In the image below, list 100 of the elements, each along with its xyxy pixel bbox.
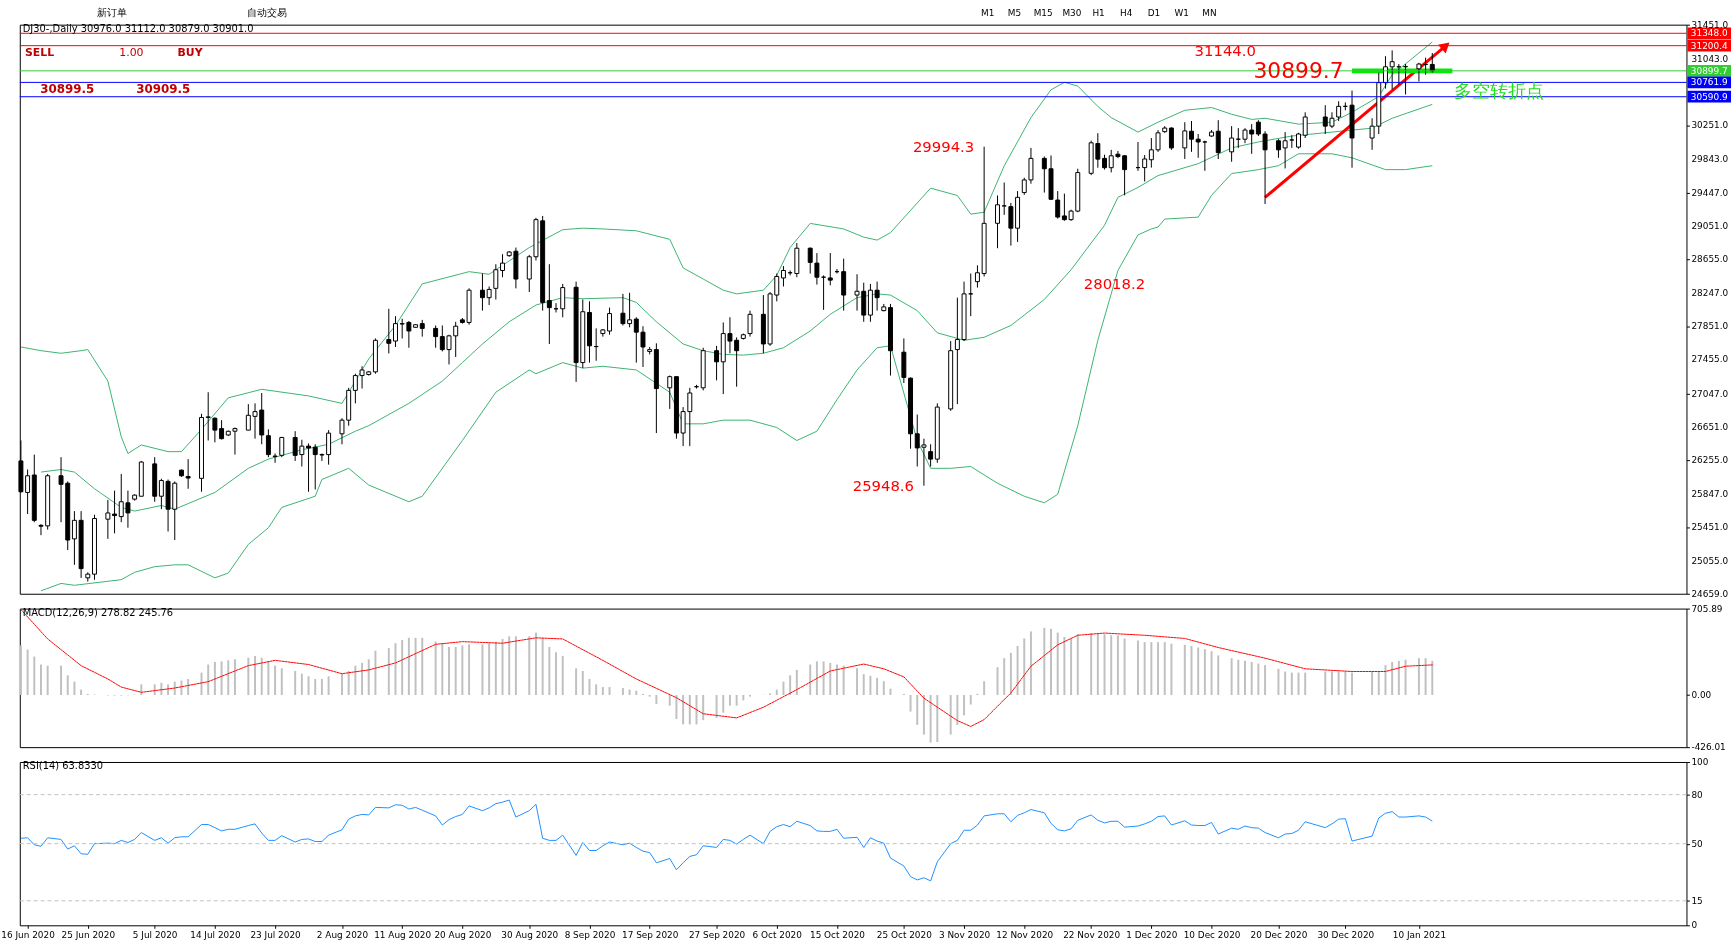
y-tick-label: 50	[1691, 838, 1704, 849]
candlestick	[1189, 120, 1194, 153]
candlestick	[780, 265, 786, 287]
candlestick	[714, 345, 720, 381]
y-tick-label: 28247.0	[1691, 288, 1729, 299]
annotation: 25948.6	[852, 476, 915, 494]
ref-line-label: 31200.4	[1690, 40, 1728, 51]
text: M15	[1033, 7, 1053, 18]
y-tick-label: 24659.0	[1691, 588, 1729, 599]
y-tick-label: 27455.0	[1691, 354, 1729, 365]
candlestick	[1282, 131, 1288, 169]
text: H1	[1092, 7, 1105, 18]
candlestick	[105, 499, 111, 540]
line-series	[20, 609, 1433, 727]
y-tick-label: 0	[1691, 920, 1698, 931]
candlestick	[747, 310, 753, 338]
text: H4	[1120, 7, 1133, 18]
candlestick	[500, 253, 505, 278]
x-tick-label: 2 Aug 2020	[316, 929, 369, 940]
candlestick	[995, 195, 1000, 249]
candlestick	[607, 307, 613, 336]
y-tick-label: -426.01	[1691, 742, 1726, 753]
y-tick-label: 15	[1691, 895, 1703, 906]
candlestick	[1336, 100, 1342, 122]
annotation: 30899.5	[40, 82, 95, 97]
candlestick	[1142, 154, 1148, 183]
x-tick-label: 16 Jun 2020	[1, 929, 56, 940]
y-tick-label: 27851.0	[1691, 321, 1729, 332]
x-tick-label: 25 Jun 2020	[61, 929, 116, 940]
y-tick-label: 26651.0	[1691, 421, 1729, 432]
annotation: 1.00	[119, 46, 144, 60]
y-tick-label: 29051.0	[1691, 220, 1729, 231]
y-tick-label: 30251.0	[1691, 120, 1729, 131]
annotation: SELL	[25, 46, 55, 60]
annotation: 多空转折点	[1454, 80, 1545, 102]
x-tick-label: 27 Sep 2020	[688, 929, 746, 940]
text: M1	[981, 7, 995, 18]
y-tick-label: 25847.0	[1691, 489, 1729, 500]
candlestick	[968, 273, 974, 317]
x-tick-label: 14 Jul 2020	[190, 929, 241, 940]
x-tick-label: 22 Nov 2020	[1063, 929, 1121, 940]
x-tick-label: 20 Dec 2020	[1250, 929, 1308, 940]
candlestick	[306, 442, 312, 493]
candlestick	[1215, 119, 1221, 160]
y-tick-label: 29447.0	[1691, 187, 1729, 198]
y-tick-label: 26255.0	[1691, 454, 1729, 465]
x-tick-label: 30 Dec 2020	[1317, 929, 1375, 940]
y-tick-label: 0.00	[1691, 689, 1712, 700]
text: D1	[1147, 7, 1161, 18]
candlestick	[479, 273, 485, 312]
candlestick	[667, 375, 673, 410]
y-tick-label: 80	[1691, 789, 1704, 800]
x-tick-label: 8 Sep 2020	[564, 929, 616, 940]
x-tick-label: 17 Sep 2020	[621, 929, 679, 940]
candlestick	[827, 252, 833, 286]
x-tick-label: 23 Jul 2020	[250, 929, 302, 940]
x-tick-label: 11 Aug 2020	[374, 929, 432, 940]
x-tick-label: 10 Jan 2021	[1392, 929, 1447, 940]
ref-line-label: 31348.0	[1690, 28, 1728, 39]
x-tick-label: 20 Aug 2020	[434, 929, 492, 940]
ref-line-label: 30590.9	[1690, 91, 1728, 102]
candlestick	[493, 263, 499, 300]
line-series	[20, 41, 1433, 454]
candlestick	[1202, 140, 1208, 172]
candlestick	[1302, 111, 1308, 139]
chart-title: MACD(12,26,9) 278.82 245.76	[22, 606, 174, 618]
y-tick-label: 29843.0	[1691, 154, 1729, 165]
text: M30	[1062, 7, 1082, 18]
y-tick-label: 28655.0	[1691, 253, 1729, 264]
text: MN	[1202, 7, 1217, 18]
text: 自动交易	[247, 6, 288, 18]
candlestick	[393, 315, 398, 348]
candlestick	[265, 428, 271, 458]
x-tick-label: 6 Oct 2020	[752, 929, 803, 940]
candlestick	[928, 443, 934, 467]
ref-line-label: 30761.9	[1690, 77, 1728, 88]
candlestick	[486, 286, 492, 306]
y-tick-label: 27047.0	[1691, 388, 1729, 399]
annotation: 29994.3	[912, 137, 975, 155]
y-tick-label: 705.89	[1691, 603, 1723, 614]
ref-line-label: 30899.7	[1690, 65, 1728, 76]
y-tick-label: 31451.0	[1691, 19, 1729, 30]
x-tick-label: 15 Oct 2020	[809, 929, 866, 940]
candlestick	[1182, 121, 1188, 160]
line-series	[20, 799, 1433, 882]
annotation: 30899.7	[1253, 57, 1344, 83]
x-tick-label: 3 Nov 2020	[938, 929, 991, 940]
annotation: 30909.5	[136, 82, 191, 97]
text: W1	[1174, 7, 1189, 18]
x-tick-label: 5 Jul 2020	[132, 929, 178, 940]
annotation: 31144.0	[1194, 42, 1256, 60]
text: 新订单	[96, 6, 127, 18]
candlestick	[1275, 138, 1281, 159]
candlestick	[1229, 125, 1235, 163]
annotation: BUY	[177, 46, 203, 60]
candlestick	[1389, 49, 1395, 90]
chart-title: RSI(14) 63.8330	[22, 759, 104, 771]
x-tick-label: 1 Dec 2020	[1126, 929, 1178, 940]
x-tick-label: 25 Oct 2020	[876, 929, 933, 940]
candlestick	[560, 283, 566, 318]
